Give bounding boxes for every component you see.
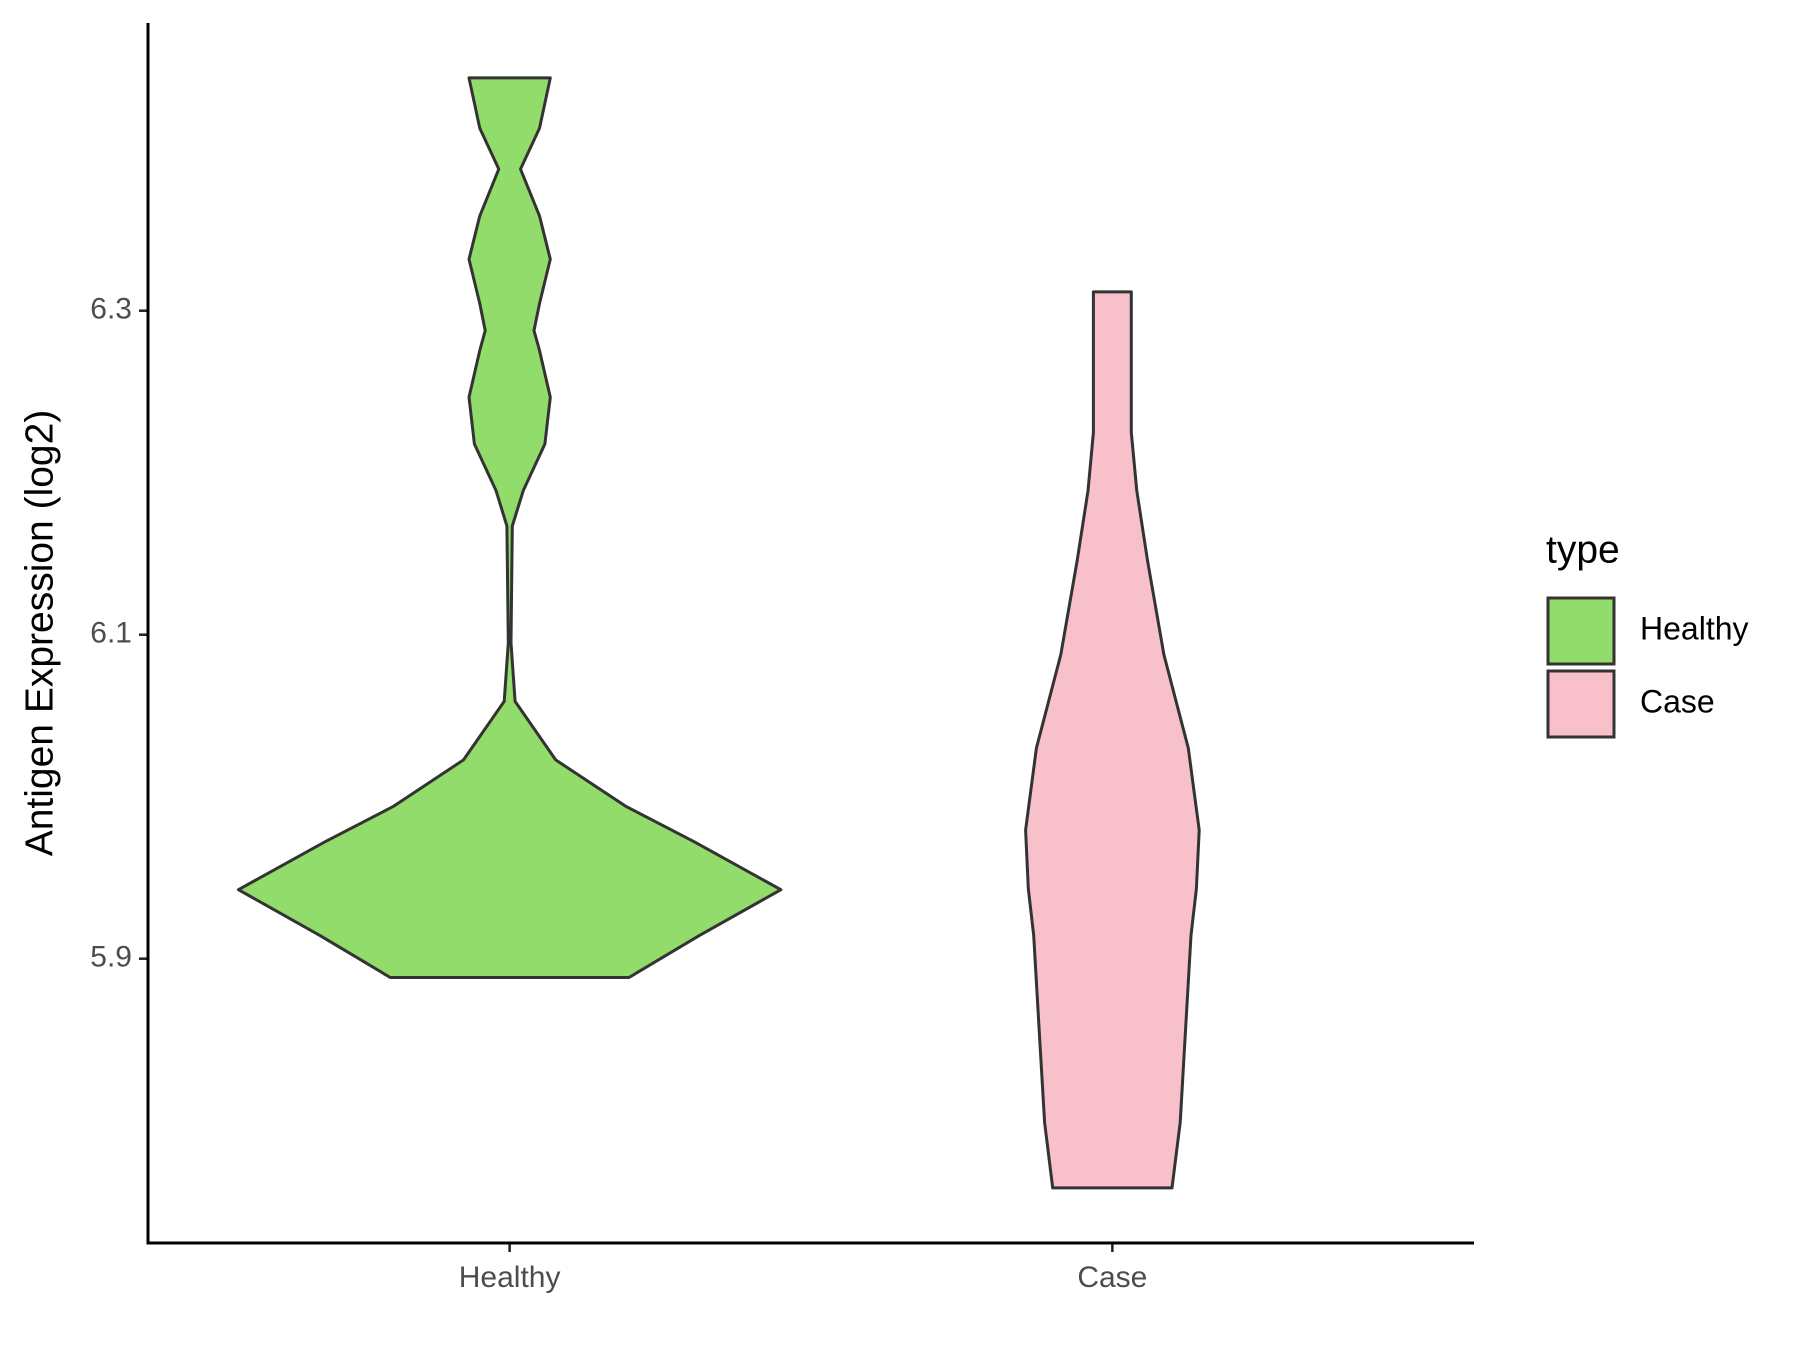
legend-title: type <box>1546 528 1620 571</box>
legend-key <box>1546 596 1616 666</box>
y-tick-label: 6.1 <box>90 617 132 650</box>
y-tick-label: 5.9 <box>90 941 132 974</box>
y-axis-title: Antigen Expression (log2) <box>18 410 61 857</box>
legend-key <box>1546 669 1616 739</box>
y-tick-label: 6.3 <box>90 293 132 326</box>
x-tick-label: Case <box>1077 1261 1147 1294</box>
legend-label: Healthy <box>1640 610 1749 646</box>
x-tick-label: Healthy <box>459 1261 561 1294</box>
legend-label: Case <box>1640 683 1715 719</box>
violin <box>236 76 783 979</box>
violin <box>1024 290 1201 1190</box>
